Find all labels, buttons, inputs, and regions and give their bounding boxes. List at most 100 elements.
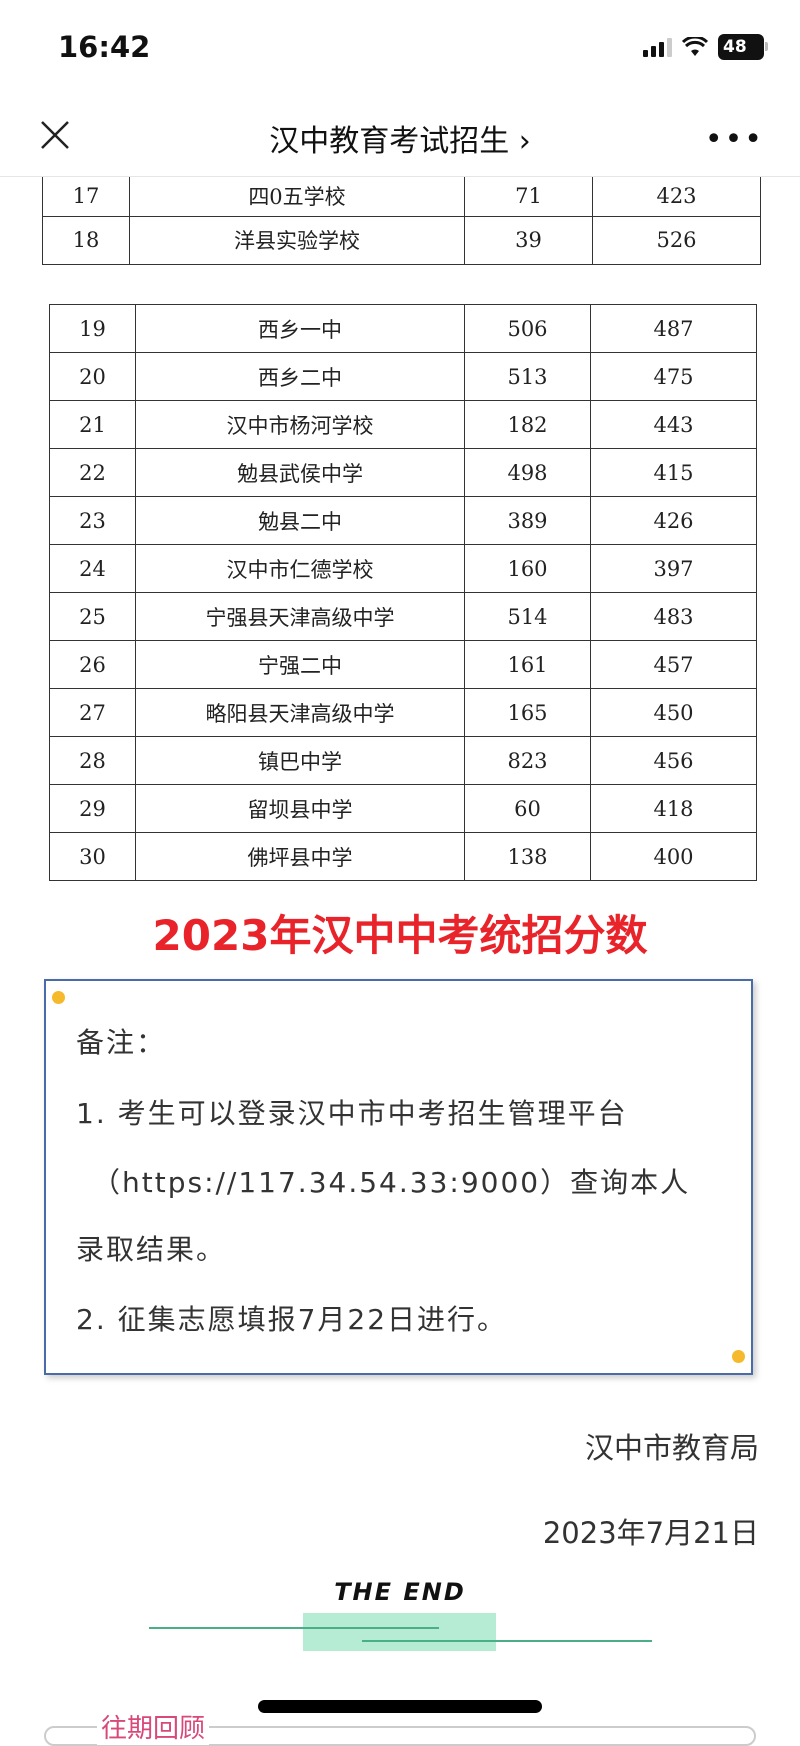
- end-line: [149, 1627, 439, 1629]
- score-cell: 475: [590, 352, 757, 401]
- notes-line: 2. 征集志愿填报7月22日进行。: [76, 1303, 508, 1336]
- score-cell: 443: [590, 400, 757, 449]
- count-cell: 506: [464, 304, 591, 353]
- count-cell: 161: [464, 640, 591, 689]
- rank-cell: 25: [49, 592, 136, 641]
- score-cell: 397: [590, 544, 757, 593]
- rank-cell: 29: [49, 784, 136, 833]
- signal-icon: [643, 37, 672, 57]
- battery-icon: 48: [718, 34, 768, 60]
- score-cell: 415: [590, 448, 757, 497]
- score-table: 19 西乡一中 506 487 20 西乡二中 513 475 21 汉中市杨河学校 182 443 2…: [49, 304, 757, 881]
- close-icon[interactable]: [38, 118, 72, 152]
- table-row: 30 佛坪县中学 138 400: [49, 832, 757, 881]
- score-cell: 418: [590, 784, 757, 833]
- score-table-top: 17 四0五学校 71 423 18 洋县实验学校 39 526: [42, 177, 761, 265]
- notes-line: （https://117.34.54.33:9000）查询本人: [92, 1166, 691, 1199]
- score-cell: 483: [590, 592, 757, 641]
- table-row: 17 四0五学校 71 423: [42, 177, 761, 217]
- score-cell: 457: [590, 640, 757, 689]
- table-row: 18 洋县实验学校 39 526: [42, 215, 761, 265]
- count-cell: 389: [464, 496, 591, 545]
- table-row: 29 留坝县中学 60 418: [49, 784, 757, 833]
- count-cell: 60: [464, 784, 591, 833]
- count-cell: 39: [464, 215, 593, 265]
- table-row: 24 汉中市仁德学校 160 397: [49, 544, 757, 593]
- school-cell: 洋县实验学校: [129, 215, 465, 265]
- rank-cell: 19: [49, 304, 136, 353]
- notes-line: 1. 考生可以登录汉中市中考招生管理平台: [76, 1097, 628, 1130]
- school-cell: 宁强二中: [135, 640, 465, 689]
- rank-cell: 28: [49, 736, 136, 785]
- school-cell: 勉县武侯中学: [135, 448, 465, 497]
- table-row: 26 宁强二中 161 457: [49, 640, 757, 689]
- count-cell: 182: [464, 400, 591, 449]
- nav-title: 汉中教育考试招生: [269, 124, 510, 159]
- more-icon[interactable]: •••: [704, 122, 764, 157]
- table-row: 25 宁强县天津高级中学 514 483: [49, 592, 757, 641]
- count-cell: 160: [464, 544, 591, 593]
- divider: [0, 176, 800, 177]
- school-cell: 宁强县天津高级中学: [135, 592, 465, 641]
- rank-cell: 18: [42, 215, 130, 265]
- count-cell: 165: [464, 688, 591, 737]
- rank-cell: 27: [49, 688, 136, 737]
- rank-cell: 22: [49, 448, 136, 497]
- school-cell: 汉中市杨河学校: [135, 400, 465, 449]
- table-row: 21 汉中市杨河学校 182 443: [49, 400, 757, 449]
- chevron-right-icon: ›: [518, 124, 531, 159]
- notes-box: 备注： 1. 考生可以登录汉中市中考招生管理平台 （https://117.34…: [44, 979, 753, 1375]
- count-cell: 513: [464, 352, 591, 401]
- school-cell: 西乡二中: [135, 352, 465, 401]
- score-cell: 450: [590, 688, 757, 737]
- status-icons: 48: [643, 34, 768, 60]
- school-cell: 镇巴中学: [135, 736, 465, 785]
- table-row: 27 略阳县天津高级中学 165 450: [49, 688, 757, 737]
- count-cell: 71: [464, 177, 593, 217]
- school-cell: 四0五学校: [129, 177, 465, 217]
- table-row: 28 镇巴中学 823 456: [49, 736, 757, 785]
- dot-decoration: [732, 1350, 745, 1363]
- rank-cell: 26: [49, 640, 136, 689]
- wifi-icon: [682, 37, 708, 56]
- score-cell: 487: [590, 304, 757, 353]
- school-cell: 佛坪县中学: [135, 832, 465, 881]
- signature-date: 2023年7月21日: [542, 1516, 759, 1550]
- notes-line: 录取结果。: [76, 1233, 227, 1266]
- score-cell: 400: [590, 832, 757, 881]
- school-cell: 略阳县天津高级中学: [135, 688, 465, 737]
- past-articles-label: 往期回顾: [97, 1708, 210, 1745]
- rank-cell: 30: [49, 832, 136, 881]
- notes-title: 备注：: [76, 1026, 167, 1059]
- end-line: [362, 1640, 652, 1642]
- school-cell: 勉县二中: [135, 496, 465, 545]
- table-row: 22 勉县武侯中学 498 415: [49, 448, 757, 497]
- the-end-label: THE END: [334, 1578, 466, 1606]
- score-cell: 456: [590, 736, 757, 785]
- end-highlight: [303, 1613, 496, 1651]
- account-title-link[interactable]: 汉中教育考试招生 ›: [0, 116, 800, 160]
- score-cell: 426: [590, 496, 757, 545]
- table-row: 23 勉县二中 389 426: [49, 496, 757, 545]
- count-cell: 138: [464, 832, 591, 881]
- status-time: 16:42: [58, 30, 151, 64]
- school-cell: 汉中市仁德学校: [135, 544, 465, 593]
- table-row: 20 西乡二中 513 475: [49, 352, 757, 401]
- rank-cell: 17: [42, 177, 130, 217]
- rank-cell: 24: [49, 544, 136, 593]
- score-cell: 423: [592, 177, 761, 217]
- banner-title: 2023年汉中中考统招分数: [152, 911, 648, 960]
- rank-cell: 23: [49, 496, 136, 545]
- school-cell: 西乡一中: [135, 304, 465, 353]
- home-indicator[interactable]: [258, 1700, 542, 1713]
- rank-cell: 21: [49, 400, 136, 449]
- rank-cell: 20: [49, 352, 136, 401]
- signature-org: 汉中市教育局: [584, 1431, 759, 1465]
- count-cell: 514: [464, 592, 591, 641]
- score-cell: 526: [592, 215, 761, 265]
- dot-decoration: [52, 991, 65, 1004]
- count-cell: 823: [464, 736, 591, 785]
- school-cell: 留坝县中学: [135, 784, 465, 833]
- table-row: 19 西乡一中 506 487: [49, 304, 757, 353]
- count-cell: 498: [464, 448, 591, 497]
